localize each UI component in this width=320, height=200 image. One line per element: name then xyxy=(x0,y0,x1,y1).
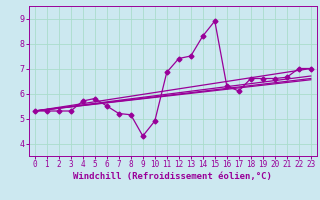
X-axis label: Windchill (Refroidissement éolien,°C): Windchill (Refroidissement éolien,°C) xyxy=(73,172,272,181)
